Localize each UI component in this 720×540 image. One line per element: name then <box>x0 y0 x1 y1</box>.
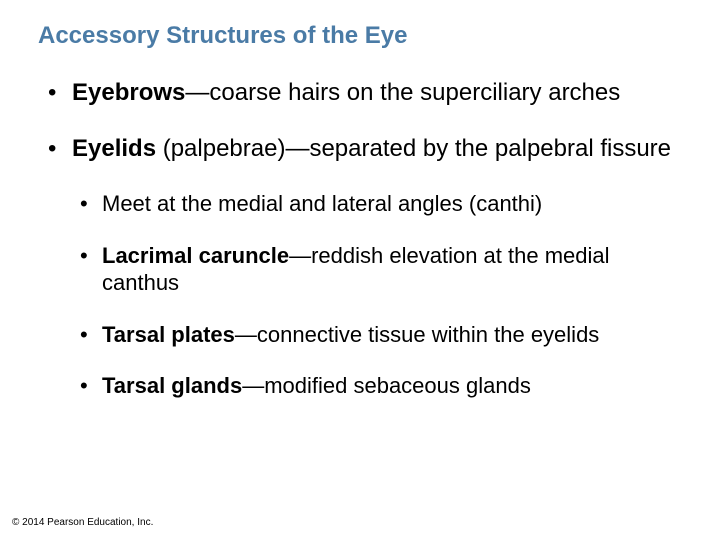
bold-term: Eyebrows <box>72 79 185 106</box>
slide-title: Accessory Structures of the Eye <box>38 22 407 50</box>
bullet-level-2: Lacrimal caruncle—reddish elevation at t… <box>38 242 690 297</box>
bullet-text: —modified sebaceous glands <box>242 373 531 398</box>
bold-term: Tarsal glands <box>102 373 242 398</box>
bold-term: Eyelids <box>72 135 156 162</box>
bullet-level-2: Tarsal plates—connective tissue within t… <box>38 321 690 349</box>
bold-term: Lacrimal caruncle <box>102 243 289 268</box>
copyright-notice: © 2014 Pearson Education, Inc. <box>12 517 153 528</box>
bullet-level-2: Meet at the medial and lateral angles (c… <box>38 190 690 218</box>
bold-term: Tarsal plates <box>102 322 235 347</box>
bullet-text: —connective tissue within the eyelids <box>235 322 599 347</box>
bullet-level-1: Eyelids (palpebrae)—separated by the pal… <box>38 134 690 164</box>
bullet-text: Meet at the medial and lateral angles (c… <box>102 191 542 216</box>
slide-body: Eyebrows—coarse hairs on the superciliar… <box>38 78 690 400</box>
bullet-level-2: Tarsal glands—modified sebaceous glands <box>38 372 690 400</box>
bullet-level-1: Eyebrows—coarse hairs on the superciliar… <box>38 78 690 108</box>
bullet-text: —coarse hairs on the superciliary arches <box>185 79 620 106</box>
bullet-text: (palpebrae)—separated by the palpebral f… <box>156 135 671 162</box>
